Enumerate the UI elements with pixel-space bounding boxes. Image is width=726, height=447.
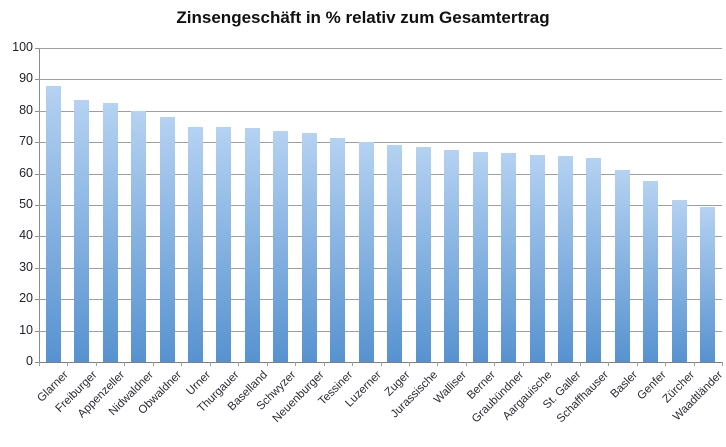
bar bbox=[529, 154, 545, 362]
x-axis-tick bbox=[465, 362, 467, 366]
x-axis-tick bbox=[408, 362, 410, 366]
y-axis-tick-label: 20 bbox=[19, 291, 33, 306]
x-axis-tick bbox=[238, 362, 240, 366]
y-axis-tick-label: 50 bbox=[19, 197, 33, 211]
y-axis-tick bbox=[35, 299, 39, 301]
y-axis-tick bbox=[35, 236, 39, 238]
bar bbox=[700, 206, 716, 362]
bar bbox=[273, 131, 289, 362]
bar bbox=[330, 137, 346, 362]
x-axis-line bbox=[38, 362, 722, 363]
gridline bbox=[39, 48, 722, 49]
bar bbox=[671, 200, 687, 362]
y-axis-tick-label: 100 bbox=[12, 40, 33, 54]
x-axis-tick bbox=[266, 362, 268, 366]
x-axis-tick bbox=[323, 362, 325, 366]
bar bbox=[131, 110, 147, 362]
y-axis-tick-label: 0 bbox=[26, 354, 33, 368]
bar bbox=[216, 126, 232, 362]
gridline bbox=[39, 142, 722, 144]
bar bbox=[102, 102, 118, 362]
y-axis-tick-label: 10 bbox=[19, 322, 33, 337]
bar bbox=[557, 156, 573, 362]
x-axis-tick bbox=[295, 362, 297, 366]
x-axis-tick bbox=[494, 362, 496, 366]
y-axis-tick-label: 60 bbox=[19, 165, 33, 180]
bar bbox=[358, 142, 374, 362]
y-axis-tick-label: 80 bbox=[19, 102, 33, 117]
x-axis-tick bbox=[181, 362, 183, 366]
gridline bbox=[39, 236, 722, 238]
x-axis-tick bbox=[722, 362, 723, 366]
plot-area bbox=[38, 48, 722, 363]
x-axis-tick bbox=[380, 362, 382, 366]
gridline bbox=[39, 330, 722, 332]
gridline bbox=[39, 110, 722, 112]
bar bbox=[159, 117, 175, 362]
gridline bbox=[39, 205, 722, 206]
bar bbox=[586, 157, 602, 362]
x-axis-tick-label: Basler bbox=[608, 369, 640, 401]
y-axis-tick bbox=[35, 142, 39, 144]
y-axis-tick bbox=[35, 362, 39, 363]
bar bbox=[415, 146, 431, 362]
gridline bbox=[39, 173, 722, 175]
y-axis-tick bbox=[35, 267, 39, 269]
x-axis-tick bbox=[152, 362, 154, 366]
bar bbox=[444, 150, 460, 362]
gridline bbox=[39, 79, 722, 81]
y-axis-tick bbox=[35, 173, 39, 175]
bar bbox=[301, 132, 317, 362]
x-axis-tick bbox=[124, 362, 126, 366]
y-axis-tick bbox=[35, 330, 39, 332]
y-axis-tick-label: 30 bbox=[19, 259, 33, 274]
chart-title: Zinsengeschäft in % relativ zum Gesamter… bbox=[176, 8, 550, 27]
y-axis-tick-label: 70 bbox=[19, 134, 33, 149]
x-axis-tick bbox=[95, 362, 97, 366]
bar bbox=[45, 85, 61, 362]
y-axis-tick-label: 40 bbox=[19, 228, 33, 243]
x-axis-tick bbox=[437, 362, 439, 366]
bar bbox=[188, 126, 204, 362]
gridline bbox=[39, 299, 722, 301]
x-axis-tick bbox=[636, 362, 638, 366]
x-axis-tick bbox=[579, 362, 581, 366]
bar bbox=[472, 151, 488, 362]
x-axis-tick bbox=[551, 362, 553, 366]
bar bbox=[501, 153, 517, 362]
y-axis-tick bbox=[35, 79, 39, 81]
bar bbox=[74, 99, 90, 362]
x-axis-tick bbox=[665, 362, 667, 366]
bar bbox=[614, 170, 630, 362]
gridline bbox=[39, 267, 722, 269]
x-axis-tick bbox=[39, 362, 40, 366]
bar bbox=[387, 145, 403, 362]
x-axis-tick bbox=[209, 362, 211, 366]
x-axis-tick bbox=[522, 362, 524, 366]
x-axis-tick bbox=[608, 362, 610, 366]
y-axis-tick bbox=[35, 48, 39, 49]
y-axis-tick-label: 90 bbox=[19, 71, 33, 86]
x-axis-tick bbox=[352, 362, 354, 366]
x-axis-tick bbox=[67, 362, 69, 366]
y-axis-tick bbox=[35, 110, 39, 112]
bar bbox=[244, 128, 260, 362]
bar bbox=[643, 181, 659, 362]
x-axis-tick bbox=[693, 362, 695, 366]
y-axis-tick bbox=[35, 205, 39, 206]
